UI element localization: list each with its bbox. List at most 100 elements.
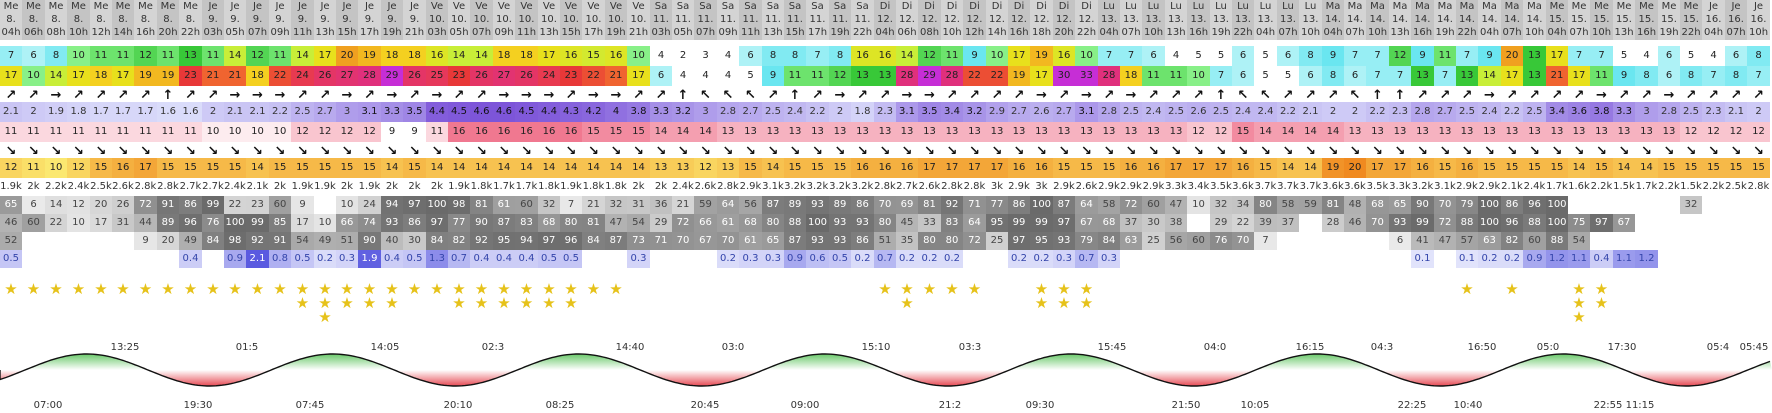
header-cell: Di 12. 06h: [896, 0, 918, 40]
cloud-low-cell: 74: [358, 214, 381, 232]
header-date: 9.: [208, 14, 218, 25]
pressure-cell: 3.6k: [1232, 181, 1254, 192]
wave-period-cell: 13: [806, 122, 829, 142]
cloud-mid-cell: 87: [784, 232, 806, 250]
wind-arrow-icon: →: [1081, 88, 1092, 103]
wave-arrow-icon: ↘: [1551, 144, 1563, 159]
header-date: 14.: [1481, 14, 1498, 25]
cloud-mid-cell: 84: [582, 232, 605, 250]
precipitation-cell: 2.1: [246, 250, 269, 268]
cloud-mid-cell: 63: [1120, 232, 1142, 250]
cloud-low-cell: 83: [515, 214, 538, 232]
wave-height-cell: 3: [336, 102, 358, 122]
cloud-low-cell: 45: [896, 214, 918, 232]
precipitation-cell: 0.2: [314, 250, 336, 268]
rating-stars: [806, 268, 829, 328]
wave-height-cell: 2.7: [1053, 102, 1075, 122]
wind-gust-cell: 6: [1232, 66, 1254, 86]
cloud-mid-cell: [22, 232, 45, 250]
wave-period-cell: 13: [1613, 122, 1635, 142]
pressure-cell: 1.8k: [538, 181, 560, 192]
wave-height-cell: 2.7: [1434, 102, 1456, 122]
wave-height-cell: 2.5: [1523, 102, 1546, 122]
header-cell: Me 8. 12h: [90, 0, 112, 40]
cloud-low-cell: 44: [134, 214, 157, 232]
wind-arrow-icon: ↗: [991, 88, 1003, 103]
rating-stars: ★ ★: [896, 268, 918, 328]
cloud-mid-cell: 84: [1098, 232, 1120, 250]
cloud-mid-cell: 47: [1434, 232, 1456, 250]
header-date: 10.: [518, 14, 535, 25]
cloud-mid-cell: 65: [762, 232, 784, 250]
pressure-cell: 2k: [27, 181, 40, 192]
cloud-mid-cell: [1658, 232, 1680, 250]
wave-arrow-icon: ↘: [745, 144, 756, 159]
rating-stars: [1277, 268, 1299, 328]
pressure-cell: 3.2k: [806, 181, 829, 192]
cloud-mid-cell: 67: [694, 232, 717, 250]
wave-arrow-icon: ↘: [409, 144, 420, 159]
wave-height-cell: 2.1: [1299, 102, 1322, 122]
cloud-total-cell: 32: [538, 196, 560, 214]
wind-speed-cell: 16: [426, 46, 448, 66]
rating-stars: ★ ★: [448, 268, 470, 328]
wind-arrow-icon: ↑: [677, 88, 689, 103]
wind-gust-cell: 18: [1120, 66, 1142, 86]
rating-stars: ★: [582, 268, 605, 328]
star-icon: ★: [945, 280, 959, 298]
header-day: Je: [364, 1, 375, 12]
wind-speed-cell: 4: [717, 46, 739, 66]
wave-period-cell: 13: [1568, 122, 1590, 142]
wave-height-cell: 2.5: [1165, 102, 1187, 122]
header-cell: Sa 11. 03h: [650, 0, 672, 40]
header-cell: Lu 13. 22h: [1232, 0, 1254, 40]
wind-speed-cell: 9: [963, 46, 986, 66]
star-icon: ★: [49, 280, 63, 298]
cloud-total-cell: 56: [739, 196, 762, 214]
wave-arrow-icon: ↘: [521, 144, 532, 159]
header-day: Ve: [430, 1, 444, 12]
wind-gust-cell: 8: [1635, 66, 1658, 86]
header-date: 12.: [1056, 14, 1072, 25]
cloud-total-cell: 70: [874, 196, 896, 214]
temperature-cell: 15: [1501, 158, 1523, 178]
wave-height-cell: 2: [22, 102, 45, 122]
header-day: Me: [115, 1, 131, 12]
header-hour: 15h: [337, 27, 357, 38]
wave-arrow-icon: ↘: [1193, 144, 1204, 159]
star-icon: ★: [519, 294, 534, 312]
precipitation-cell: 0.4: [1590, 250, 1613, 268]
rating-stars: [851, 268, 874, 328]
rating-stars: ★ ★: [515, 268, 538, 328]
wave-arrow-icon: ↘: [162, 144, 174, 159]
pressure-cell: 2.8k: [157, 181, 179, 192]
cloud-total-cell: 72: [134, 196, 157, 214]
cloud-mid-cell: 88: [1546, 232, 1568, 250]
header-cell: Sa 11. 22h: [851, 0, 874, 40]
pressure-cell: 3.2k: [829, 181, 851, 192]
cloud-total-cell: 77: [986, 196, 1008, 214]
wind-speed-cell: 14: [448, 46, 470, 66]
header-day: Je: [1753, 1, 1764, 12]
header-day: Me: [1594, 1, 1609, 12]
wave-height-cell: 2.2: [1501, 102, 1523, 122]
temperature-cell: 15: [224, 158, 246, 178]
cloud-total-cell: 89: [829, 196, 851, 214]
cloud-low-cell: 80: [560, 214, 582, 232]
cloud-low-cell: 85: [269, 214, 291, 232]
cloud-mid-cell: 98: [224, 232, 246, 250]
wave-arrow-icon: ↘: [1730, 144, 1742, 159]
temperature-cell: 17: [963, 158, 986, 178]
temperature-cell: 13: [717, 158, 739, 178]
cloud-low-cell: 30: [1142, 214, 1165, 232]
header-date: 15.: [1549, 14, 1565, 25]
pressure-cell: 1.9k: [358, 181, 381, 192]
header-day: Me: [48, 1, 64, 12]
wind-speed-cell: 11: [90, 46, 112, 66]
header-cell: Ma 14. 10h: [1366, 0, 1389, 40]
wave-arrow-icon: ↘: [229, 144, 241, 159]
wave-arrow-icon: ↘: [1506, 144, 1518, 159]
wave-period-cell: 13: [918, 122, 941, 142]
wind-arrow-icon: ↗: [1282, 88, 1294, 103]
temperature-cell: 16: [1030, 158, 1053, 178]
